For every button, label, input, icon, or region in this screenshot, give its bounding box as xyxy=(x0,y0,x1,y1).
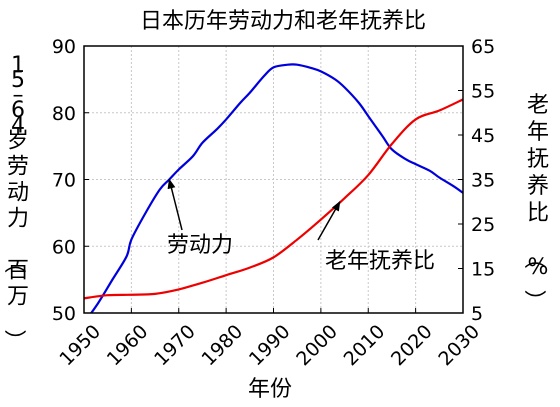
x-tick-label: 1950 xyxy=(55,321,105,371)
grid xyxy=(84,46,463,313)
y-right-tick-label: 15 xyxy=(471,259,495,281)
annotation-label: 劳动力 xyxy=(167,233,233,258)
series-line-labor-force xyxy=(89,63,463,313)
x-tick-label: 1970 xyxy=(150,321,200,371)
y-right-tick-label: 5 xyxy=(471,303,483,325)
series-line-dependency-ratio xyxy=(84,98,463,300)
x-tick-label: 2030 xyxy=(434,321,484,371)
x-tick-label: 2010 xyxy=(340,321,390,371)
y-right-tick-label: 65 xyxy=(471,36,495,58)
annotation-arrow xyxy=(167,178,183,231)
x-tick-label: 1990 xyxy=(245,321,295,371)
x-tick-label: 2020 xyxy=(387,321,437,371)
y-left-tick-label: 50 xyxy=(52,303,76,325)
y-left-tick-label: 90 xyxy=(52,36,76,58)
y-axis-label-left: 1 5–6 4 岁劳动力（百万） xyxy=(1,53,29,351)
y-axis-label-right: 老年抚养比（%） xyxy=(521,93,549,312)
x-tick-label: 1980 xyxy=(198,321,248,371)
annotation-label: 老年抚养比 xyxy=(325,249,435,274)
x-tick-label: 2000 xyxy=(292,321,342,371)
y-left-tick-label: 70 xyxy=(52,170,76,192)
y-right-tick-label: 45 xyxy=(471,125,495,147)
annotation-arrow xyxy=(317,200,341,241)
series-layer xyxy=(84,63,463,313)
y-right-tick-label: 25 xyxy=(471,214,495,236)
y-left-tick-label: 60 xyxy=(52,236,76,258)
chart-title: 日本历年劳动力和老年抚养比 xyxy=(140,9,426,34)
y-right-tick-label: 35 xyxy=(471,170,495,192)
y-left-tick-label: 80 xyxy=(52,103,76,125)
y-axis-label-left-text: 1 5–6 4 岁劳动力（百万） xyxy=(1,53,29,351)
y-right-tick-label: 55 xyxy=(471,81,495,103)
x-tick-label: 1960 xyxy=(103,321,153,371)
x-axis-label: 年份 xyxy=(248,377,292,402)
y-axis-label-right-text: 老年抚养比（%） xyxy=(521,93,549,312)
